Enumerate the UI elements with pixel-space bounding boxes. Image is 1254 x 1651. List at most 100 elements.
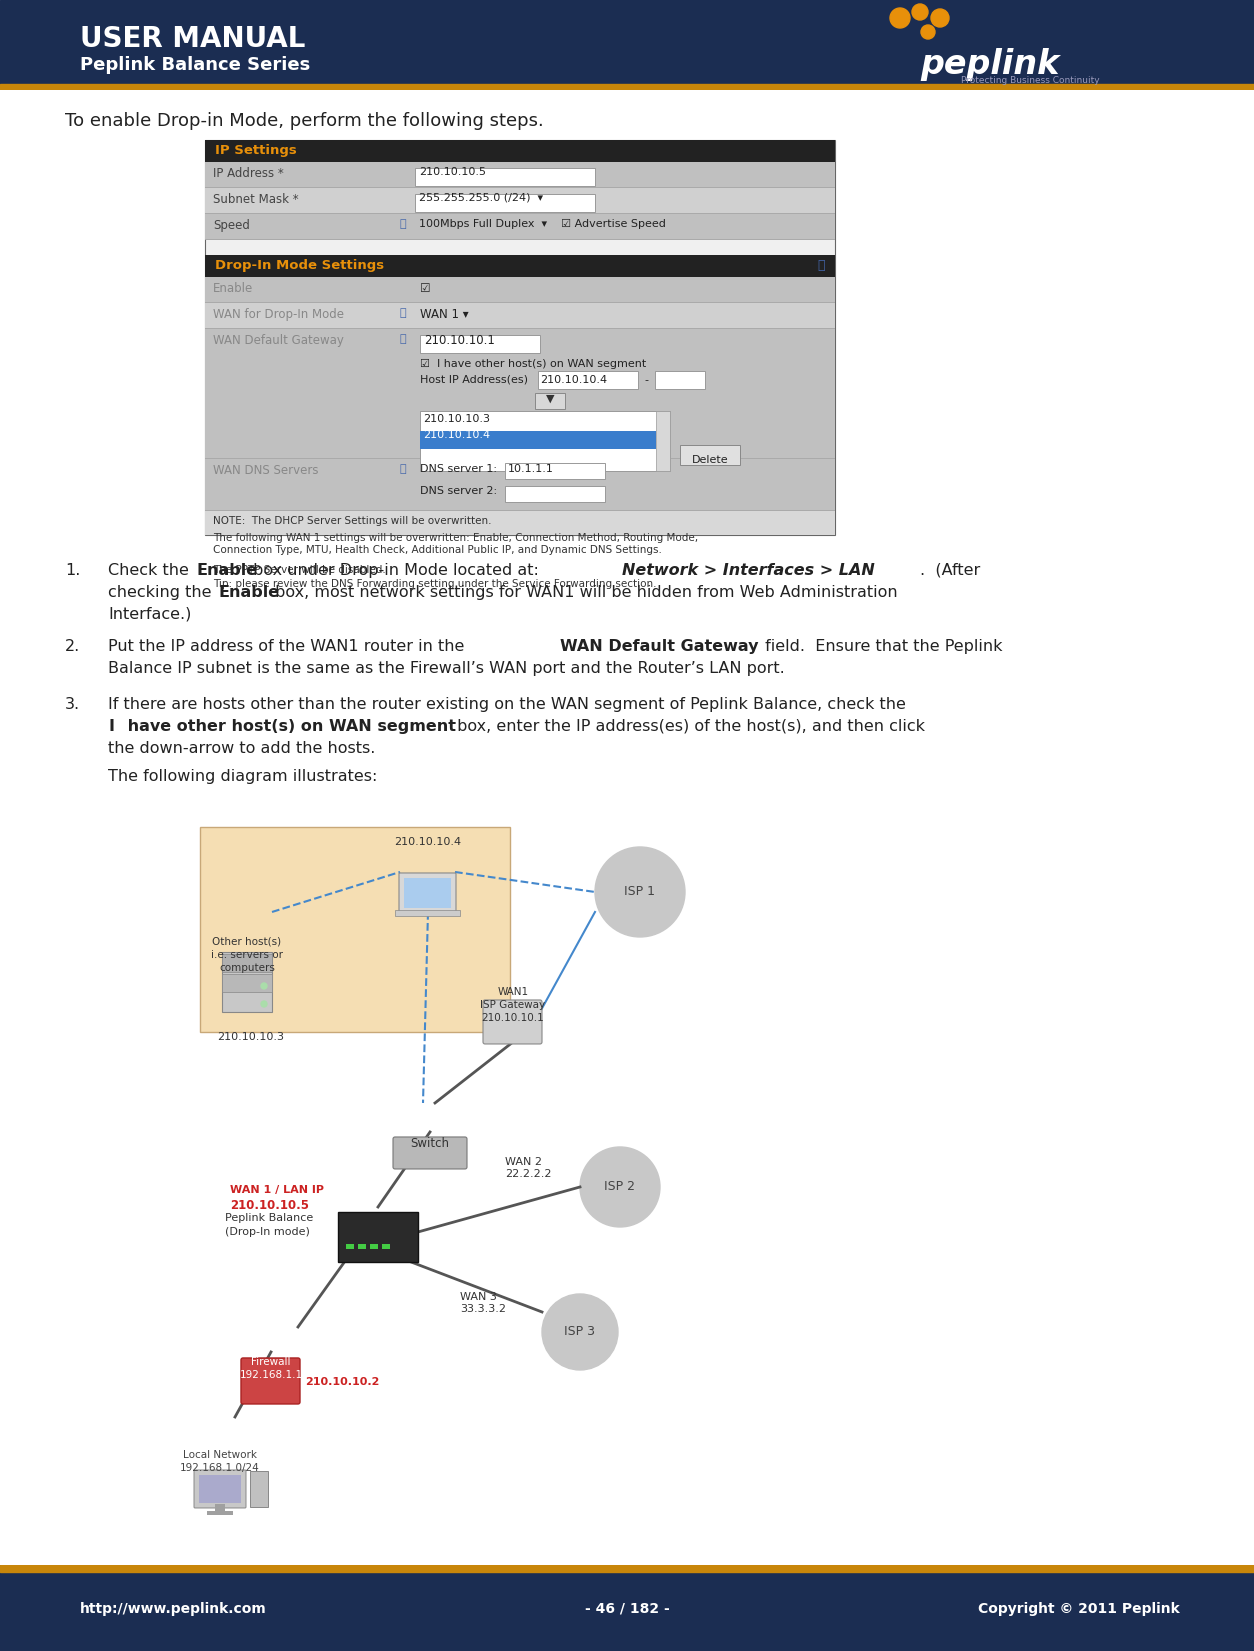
FancyBboxPatch shape bbox=[415, 168, 594, 187]
Text: WAN 1 / LAN IP: WAN 1 / LAN IP bbox=[229, 1185, 324, 1195]
Text: NOTE:  The DHCP Server Settings will be overwritten.: NOTE: The DHCP Server Settings will be o… bbox=[213, 517, 492, 527]
Text: WAN for Drop-In Mode: WAN for Drop-In Mode bbox=[213, 309, 344, 320]
Bar bbox=[382, 1243, 390, 1248]
Bar bbox=[204, 329, 835, 459]
FancyBboxPatch shape bbox=[680, 446, 740, 466]
Text: Drop-In Mode Settings: Drop-In Mode Settings bbox=[214, 259, 384, 272]
FancyBboxPatch shape bbox=[420, 335, 540, 353]
Text: Check the: Check the bbox=[108, 563, 194, 578]
Text: Host IP Address(es): Host IP Address(es) bbox=[420, 375, 528, 385]
Text: 1.: 1. bbox=[65, 563, 80, 578]
Bar bbox=[357, 1243, 366, 1248]
Text: 3.: 3. bbox=[65, 697, 80, 712]
Text: peplink: peplink bbox=[920, 48, 1060, 81]
Text: have other host(s) on WAN segment: have other host(s) on WAN segment bbox=[122, 718, 456, 735]
Text: .  (After: . (After bbox=[920, 563, 981, 578]
Text: Enable: Enable bbox=[218, 584, 280, 599]
Text: box, most network settings for WAN1 will be hidden from Web Administration: box, most network settings for WAN1 will… bbox=[270, 584, 898, 599]
Text: Network > Interfaces > LAN: Network > Interfaces > LAN bbox=[622, 563, 875, 578]
Bar bbox=[204, 140, 835, 162]
Text: To enable Drop-in Mode, perform the following steps.: To enable Drop-in Mode, perform the foll… bbox=[65, 112, 544, 130]
Text: 210.10.10.5: 210.10.10.5 bbox=[229, 1199, 308, 1212]
Bar bbox=[0, 84, 1254, 89]
Text: Switch: Switch bbox=[410, 1138, 449, 1151]
Text: I: I bbox=[108, 718, 114, 735]
Text: ⓘ: ⓘ bbox=[400, 464, 406, 474]
Text: the down-arrow to add the hosts.: the down-arrow to add the hosts. bbox=[108, 741, 375, 756]
Text: WAN DNS Servers: WAN DNS Servers bbox=[213, 464, 319, 477]
Text: Local Network
192.168.1.0/24: Local Network 192.168.1.0/24 bbox=[181, 1450, 260, 1473]
Bar bbox=[204, 459, 835, 510]
Text: The PPTP Server will be disabled.: The PPTP Server will be disabled. bbox=[213, 565, 386, 575]
Text: 210.10.10.5: 210.10.10.5 bbox=[419, 167, 487, 177]
Circle shape bbox=[930, 8, 949, 26]
Text: Tip: please review the DNS Forwarding setting under the Service Forwarding secti: Tip: please review the DNS Forwarding se… bbox=[213, 580, 657, 589]
Text: ⓘ: ⓘ bbox=[400, 309, 406, 319]
Text: IP Settings: IP Settings bbox=[214, 144, 297, 157]
FancyBboxPatch shape bbox=[655, 371, 705, 390]
Bar bbox=[395, 910, 460, 916]
Text: 210.10.10.3: 210.10.10.3 bbox=[423, 414, 490, 424]
Text: Firewall
192.168.1.1: Firewall 192.168.1.1 bbox=[240, 1357, 302, 1380]
Text: Peplink Balance: Peplink Balance bbox=[224, 1213, 314, 1223]
Text: http://www.peplink.com: http://www.peplink.com bbox=[80, 1601, 267, 1616]
Text: (Drop-In mode): (Drop-In mode) bbox=[224, 1227, 310, 1237]
Text: Delete: Delete bbox=[692, 456, 729, 466]
Bar bbox=[204, 277, 835, 304]
Text: Protecting Business Continuity: Protecting Business Continuity bbox=[962, 76, 1100, 84]
Bar bbox=[420, 431, 656, 449]
Text: Peplink Balance Series: Peplink Balance Series bbox=[80, 56, 310, 74]
Text: -: - bbox=[645, 375, 648, 385]
Text: IP Address *: IP Address * bbox=[213, 167, 283, 180]
Circle shape bbox=[890, 8, 910, 28]
FancyBboxPatch shape bbox=[399, 873, 456, 913]
Bar bbox=[0, 1565, 1254, 1572]
Text: WAN1
ISP Gateway
210.10.10.1: WAN1 ISP Gateway 210.10.10.1 bbox=[480, 987, 545, 1024]
Text: 210.10.10.4: 210.10.10.4 bbox=[395, 837, 461, 847]
Text: checking the: checking the bbox=[108, 584, 217, 599]
Text: field.  Ensure that the Peplink: field. Ensure that the Peplink bbox=[760, 639, 1002, 654]
FancyBboxPatch shape bbox=[538, 371, 638, 390]
Text: ⓘ: ⓘ bbox=[400, 334, 406, 343]
Text: Balance IP subnet is the same as the Firewall’s WAN port and the Router’s LAN po: Balance IP subnet is the same as the Fir… bbox=[108, 660, 785, 675]
Text: 210.10.10.1: 210.10.10.1 bbox=[424, 334, 495, 347]
Text: USER MANUAL: USER MANUAL bbox=[80, 25, 306, 53]
Bar bbox=[250, 1471, 268, 1507]
FancyBboxPatch shape bbox=[535, 393, 566, 409]
Text: 255.255.255.0 (/24)  ▾: 255.255.255.0 (/24) ▾ bbox=[419, 193, 543, 203]
Bar bbox=[204, 162, 835, 188]
Text: WAN Default Gateway: WAN Default Gateway bbox=[561, 639, 759, 654]
Text: ☑: ☑ bbox=[420, 282, 430, 296]
Text: Enable: Enable bbox=[213, 282, 253, 296]
Text: ISP 3: ISP 3 bbox=[564, 1326, 596, 1339]
Circle shape bbox=[912, 3, 928, 20]
Text: The following WAN 1 settings will be overwritten: Enable, Connection Method, Rou: The following WAN 1 settings will be ove… bbox=[213, 533, 698, 555]
FancyBboxPatch shape bbox=[505, 485, 604, 502]
FancyBboxPatch shape bbox=[483, 1001, 542, 1043]
Bar bbox=[222, 954, 272, 972]
Text: 210.10.10.4: 210.10.10.4 bbox=[540, 375, 607, 385]
FancyBboxPatch shape bbox=[415, 193, 594, 211]
Bar bbox=[204, 254, 835, 277]
Bar bbox=[420, 411, 670, 471]
Text: WAN Default Gateway: WAN Default Gateway bbox=[213, 334, 344, 347]
Bar bbox=[204, 304, 835, 329]
Text: 210.10.10.2: 210.10.10.2 bbox=[305, 1377, 380, 1387]
Text: DNS server 2:: DNS server 2: bbox=[420, 485, 497, 495]
Text: The following diagram illustrates:: The following diagram illustrates: bbox=[108, 769, 377, 784]
Bar bbox=[222, 953, 272, 1012]
Bar bbox=[204, 215, 835, 239]
Text: WAN 3
33.3.3.2: WAN 3 33.3.3.2 bbox=[460, 1293, 507, 1314]
Bar bbox=[656, 411, 670, 471]
Text: Speed: Speed bbox=[213, 220, 250, 233]
Circle shape bbox=[594, 847, 685, 938]
Text: Subnet Mask *: Subnet Mask * bbox=[213, 193, 298, 206]
Bar bbox=[214, 1504, 224, 1512]
Text: 10.1.1.1: 10.1.1.1 bbox=[508, 464, 554, 474]
Text: Enable: Enable bbox=[196, 563, 257, 578]
Text: 100Mbps Full Duplex  ▾    ☑ Advertise Speed: 100Mbps Full Duplex ▾ ☑ Advertise Speed bbox=[419, 220, 666, 229]
Text: 2.: 2. bbox=[65, 639, 80, 654]
Text: ⓘ: ⓘ bbox=[400, 220, 406, 229]
FancyBboxPatch shape bbox=[505, 462, 604, 479]
Bar bbox=[222, 974, 272, 992]
